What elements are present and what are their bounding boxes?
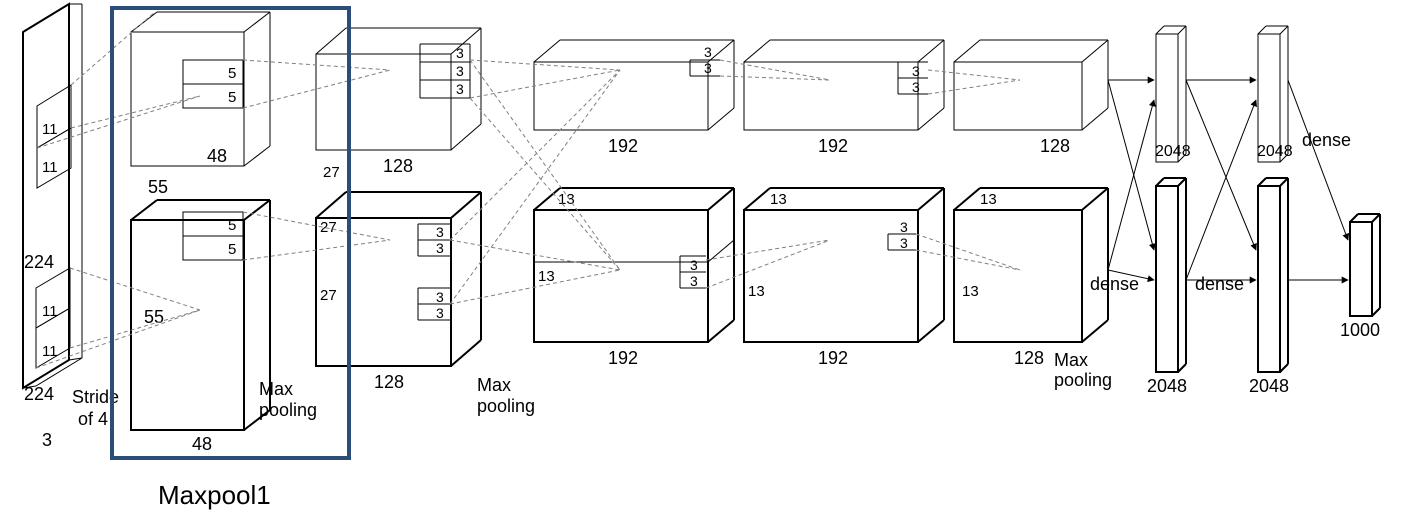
label-3: 3: [912, 79, 920, 95]
label-55-top: 55: [148, 177, 168, 197]
maxpool1-highlight-label: Maxpool1: [158, 480, 271, 510]
label-2048-top: 2048: [1155, 143, 1191, 160]
label-55-bot: 55: [144, 307, 164, 327]
label-224: 224: [24, 384, 54, 404]
conv5-top: 128: [954, 40, 1108, 156]
label-5: 5: [228, 241, 236, 258]
label-3: 3: [436, 240, 444, 256]
label-27-top: 27: [323, 164, 340, 181]
label-3: 3: [436, 224, 444, 240]
label-13b: 13: [748, 283, 765, 300]
label-128-bot: 128: [374, 372, 404, 392]
label-3: 3: [690, 257, 698, 273]
dense-label-1: dense: [1090, 274, 1139, 294]
label-11: 11: [42, 121, 58, 138]
label-3: 3: [42, 430, 52, 450]
dense-label-2: dense: [1195, 274, 1244, 294]
label-48-top: 48: [207, 146, 227, 166]
label-2048-bot: 2048: [1249, 376, 1289, 396]
label-of4: of 4: [78, 409, 108, 429]
maxpool1-text1: Max: [259, 379, 293, 399]
input-slab: 11 11 11 11 224 224 Stride of 4 3: [23, 4, 119, 450]
label-128-top: 128: [1040, 136, 1070, 156]
fc6-top: 2048: [1155, 26, 1191, 162]
conv2-top: 3 3 3 27 128: [316, 28, 481, 181]
label-3: 3: [456, 45, 464, 61]
conv4-top: 3 3 192: [744, 40, 944, 156]
maxpool3-text2: pooling: [1054, 370, 1112, 390]
label-5: 5: [228, 65, 236, 82]
conv1-bot: 5 5 55 48 Max pooling: [131, 200, 317, 454]
label-192-bot: 192: [818, 348, 848, 368]
conv4-bot: 3 3 13 13 192: [744, 188, 944, 368]
label-13b: 13: [962, 283, 979, 300]
label-3: 3: [900, 235, 908, 251]
label-3: 3: [690, 273, 698, 289]
label-13b: 13: [538, 268, 555, 285]
dashed-connections: [36, 12, 1020, 368]
label-192-top: 192: [818, 136, 848, 156]
label-3: 3: [704, 60, 712, 76]
label-128-top: 128: [383, 156, 413, 176]
label-3: 3: [900, 219, 908, 235]
fc7-bot: 2048 dense: [1249, 130, 1351, 396]
label-13a: 13: [980, 191, 997, 208]
label-2048-top: 2048: [1257, 143, 1293, 160]
label-11: 11: [42, 303, 58, 320]
maxpool3-text1: Max: [1054, 350, 1088, 370]
label-3: 3: [912, 63, 920, 79]
maxpool2-text1: Max: [477, 375, 511, 395]
label-3: 3: [456, 63, 464, 79]
conv5-bot: 13 13 128 Max pooling dense: [954, 188, 1139, 390]
output-layer: 1000: [1340, 214, 1380, 340]
label-13a: 13: [770, 191, 787, 208]
label-13a: 13: [558, 191, 575, 208]
alexnet-diagram: 11 11 11 11 224 224 Stride of 4 3 5 5 55…: [0, 0, 1401, 527]
label-224: 224: [24, 252, 54, 272]
maxpool2-text2: pooling: [477, 396, 535, 416]
label-192-bot: 192: [608, 348, 638, 368]
label-3: 3: [436, 289, 444, 305]
label-5: 5: [228, 89, 236, 106]
label-48-bot: 48: [192, 434, 212, 454]
fc7-top: 2048: [1257, 26, 1293, 162]
label-27b: 27: [320, 287, 337, 304]
conv3-top: 3 3 192: [534, 40, 734, 156]
label-5: 5: [228, 217, 236, 234]
dense-label-3: dense: [1302, 130, 1351, 150]
label-3: 3: [436, 305, 444, 321]
label-128-bot: 128: [1014, 348, 1044, 368]
dense-arrows: [1108, 80, 1348, 280]
label-3: 3: [704, 44, 712, 60]
label-1000: 1000: [1340, 320, 1380, 340]
conv3-bot: 3 3 13 13 192: [534, 188, 734, 368]
maxpool1-text2: pooling: [259, 400, 317, 420]
label-11: 11: [42, 159, 58, 176]
label-192-top: 192: [608, 136, 638, 156]
fc6-bot: 2048 dense: [1147, 178, 1244, 396]
label-2048-bot: 2048: [1147, 376, 1187, 396]
label-3: 3: [456, 81, 464, 97]
label-11: 11: [42, 343, 58, 360]
conv1-top: 5 5 55 48: [131, 12, 270, 197]
